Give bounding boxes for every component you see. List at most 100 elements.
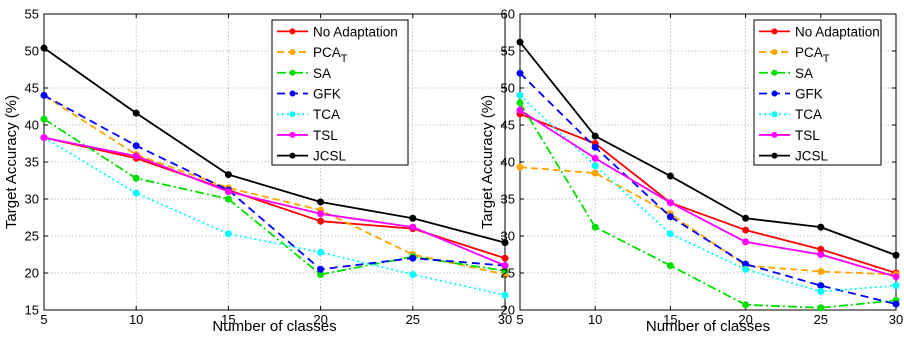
data-point <box>817 223 825 231</box>
y-tick-label: 50 <box>25 44 39 59</box>
legend-label-text: GFK <box>795 87 823 102</box>
data-point <box>666 199 674 207</box>
y-tick-label: 25 <box>25 229 39 244</box>
series-jcsl <box>40 44 509 247</box>
legend-marker <box>289 111 296 118</box>
data-point <box>409 270 417 278</box>
series-line <box>43 136 506 297</box>
data-point <box>591 154 599 162</box>
data-point <box>742 238 750 246</box>
legend-label-text: PCA <box>795 45 823 60</box>
legend-label: No Adaptation <box>313 24 398 39</box>
series-line <box>519 109 897 278</box>
legend-label-text: GFK <box>313 87 341 102</box>
legend-label-text: JCSL <box>795 149 829 164</box>
legend-label-text: JCSL <box>313 149 347 164</box>
y-tick-label: 35 <box>25 155 39 170</box>
legend-marker <box>289 90 296 97</box>
data-point <box>591 132 599 140</box>
series-tca <box>40 134 509 299</box>
x-tick-label: 20 <box>738 312 752 327</box>
legend-label: SA <box>795 66 813 81</box>
x-axis-label: Number of classes <box>212 318 336 335</box>
data-point <box>317 265 325 273</box>
y-tick-label: 30 <box>501 229 515 244</box>
data-point <box>501 254 509 262</box>
data-point <box>224 171 232 179</box>
legend-marker <box>771 111 778 118</box>
legend-marker <box>289 69 296 76</box>
y-tick-label: 45 <box>501 118 515 133</box>
data-point <box>817 304 825 312</box>
data-point <box>666 230 674 238</box>
data-point <box>132 189 140 197</box>
legend-marker <box>289 49 296 56</box>
data-point <box>224 188 232 196</box>
y-tick-label: 45 <box>25 81 39 96</box>
data-point <box>742 265 750 273</box>
legend-label-text: TSL <box>313 128 338 143</box>
data-point <box>892 300 900 308</box>
data-point <box>591 169 599 177</box>
legend-label: SA <box>313 66 331 81</box>
series-tsl <box>516 106 900 281</box>
series-line <box>43 118 506 276</box>
series-line <box>43 47 506 244</box>
data-point <box>132 152 140 160</box>
data-point <box>317 248 325 256</box>
legend-label: GFK <box>795 87 823 102</box>
data-point <box>224 195 232 203</box>
x-axis-label: Number of classes <box>646 318 770 335</box>
legend-label: TSL <box>795 128 820 143</box>
legend-label-text: TCA <box>313 107 340 122</box>
y-tick-label: 20 <box>501 303 515 318</box>
x-tick-label: 15 <box>663 312 677 327</box>
data-point <box>892 282 900 290</box>
legend-marker <box>771 90 778 97</box>
data-point <box>666 262 674 270</box>
data-point <box>40 91 48 99</box>
x-tick-label: 25 <box>406 312 420 327</box>
data-point <box>409 223 417 231</box>
data-point <box>817 268 825 276</box>
data-point <box>317 198 325 206</box>
legend-label-text: No Adaptation <box>313 24 398 39</box>
legend-marker <box>289 152 296 159</box>
series-line <box>43 94 506 276</box>
legend-marker <box>771 28 778 35</box>
legend-label: No Adaptation <box>795 24 880 39</box>
x-tick-label: 5 <box>40 312 47 327</box>
data-point <box>892 251 900 259</box>
x-tick-label: 10 <box>129 312 143 327</box>
series-jcsl <box>516 38 900 259</box>
y-tick-label: 20 <box>25 266 39 281</box>
x-tick-label: 15 <box>221 312 235 327</box>
data-point <box>892 273 900 281</box>
series-line <box>519 166 897 276</box>
data-point <box>40 115 48 123</box>
data-point <box>666 213 674 221</box>
y-tick-label: 35 <box>501 192 515 207</box>
legend-label: GFK <box>313 87 341 102</box>
legend-label-subscript: T <box>341 53 348 65</box>
legend-label-text: No Adaptation <box>795 24 880 39</box>
legend-marker <box>289 28 296 35</box>
legend-marker <box>771 152 778 159</box>
y-tick-label: 25 <box>501 266 515 281</box>
data-point <box>40 134 48 142</box>
legend-label: TCA <box>313 107 340 122</box>
series-line <box>519 102 897 309</box>
data-point <box>132 142 140 150</box>
legend-label-text: PCA <box>313 45 341 60</box>
legend-label: TSL <box>313 128 338 143</box>
legend-label: JCSL <box>795 149 829 164</box>
data-point <box>591 223 599 231</box>
x-tick-label: 10 <box>588 312 602 327</box>
series-line <box>43 136 506 267</box>
data-point <box>817 282 825 290</box>
x-tick-label: 20 <box>313 312 327 327</box>
data-point <box>742 301 750 309</box>
